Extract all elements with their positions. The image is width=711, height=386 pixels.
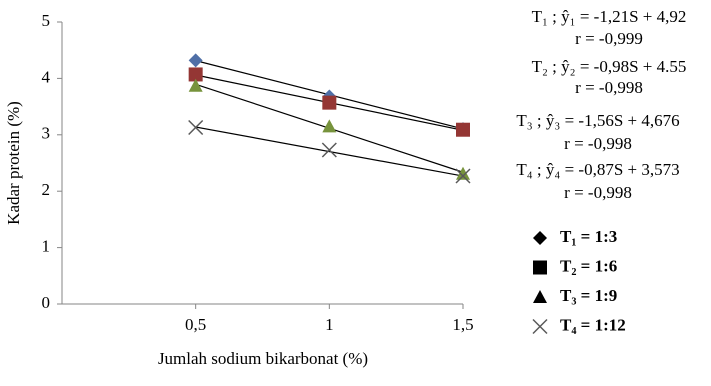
x-tick-label: 1 — [325, 315, 334, 334]
x-tick-label: 0,5 — [185, 315, 206, 334]
y-tick-label: 3 — [42, 124, 51, 143]
annotation: T₁ ; ŷ₁ = -1,21S + 4,92 — [532, 7, 687, 26]
annotation: T₄ ; ŷ₄ = -0,87S + 3,573 — [516, 160, 679, 179]
x-tick-label: 1,5 — [452, 315, 473, 334]
legend-marker — [533, 290, 547, 303]
y-tick-label: 4 — [42, 67, 51, 86]
x-axis-label: Jumlah sodium bikarbonat (%) — [158, 349, 368, 368]
point — [456, 166, 470, 180]
legend-label: T₃ = 1:9 — [560, 286, 617, 305]
legend-marker — [533, 231, 547, 245]
y-axis-label: Kadar protein (%) — [4, 101, 23, 225]
annotation: T₂ ; ŷ₂ = -0,98S + 4.55 — [532, 57, 687, 76]
y-tick-label: 5 — [42, 11, 51, 30]
point — [188, 53, 203, 68]
point — [456, 122, 470, 137]
annotation: r = -0,998 — [575, 78, 643, 97]
annotation: T₃ ; ŷ₃ = -1,56S + 4,676 — [516, 111, 679, 130]
annotation: r = -0,998 — [564, 134, 632, 153]
point — [188, 119, 204, 135]
legend-label: T₁ = 1:3 — [560, 227, 617, 246]
annotation: r = -0,998 — [564, 183, 632, 202]
trend-line — [195, 126, 464, 177]
legend-label: T₂ = 1:6 — [560, 256, 617, 275]
point — [188, 78, 203, 92]
point — [321, 142, 337, 158]
y-tick-label: 1 — [42, 237, 51, 256]
point — [322, 119, 337, 133]
legend-marker — [533, 260, 547, 275]
annotation: r = -0,999 — [575, 29, 643, 48]
y-tick-label: 2 — [42, 180, 51, 199]
point — [322, 95, 337, 110]
legend-label: T₄ = 1:12 — [560, 315, 626, 334]
point — [455, 168, 471, 184]
legend-marker — [532, 318, 548, 335]
point — [188, 67, 203, 82]
y-tick-label: 0 — [42, 293, 51, 312]
